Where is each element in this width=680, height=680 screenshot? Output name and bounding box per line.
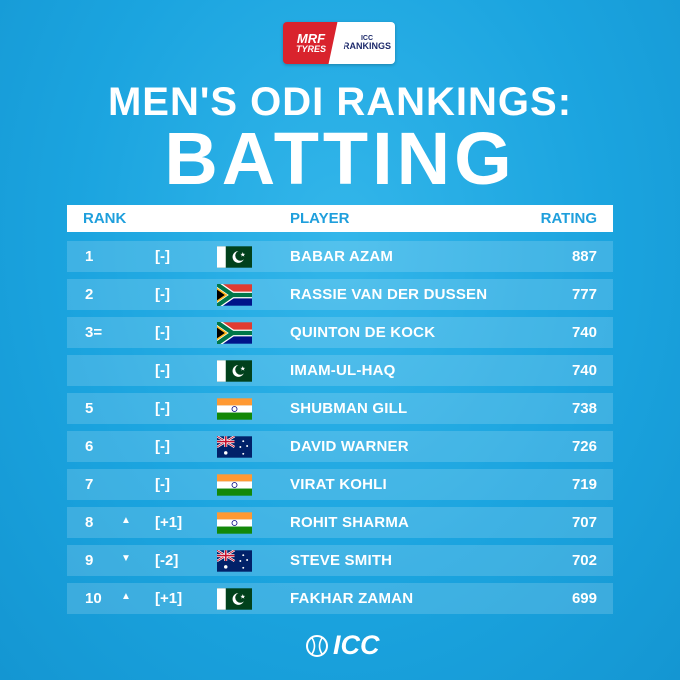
icc-small-text: ICC <box>360 35 374 42</box>
south-africa-flag-icon <box>215 281 252 309</box>
mrf-tyres-logo: MRF TYRES <box>283 22 339 64</box>
cricket-ball-icon <box>306 634 328 657</box>
player-name: BABAR AZAM <box>290 248 394 265</box>
icc-rankings-logo: ICC RANKINGS <box>339 22 395 64</box>
australia-flag-icon <box>216 435 252 458</box>
rank-value: 6 <box>85 438 94 455</box>
player-name: ROHIT SHARMA <box>290 514 410 531</box>
table-row: 10 ▲ [+1] FAKHAR ZAMAN 699 <box>67 583 613 614</box>
player-header: PLAYER <box>290 210 350 227</box>
india-flag-icon <box>217 398 252 420</box>
rankings-text: RANKINGS <box>342 41 391 51</box>
rank-value: 8 <box>85 514 94 531</box>
rank-change: [-] <box>155 324 170 341</box>
mrf-text: MRF <box>296 31 326 46</box>
india-flag-icon <box>217 512 252 534</box>
rating-value: 699 <box>571 590 597 607</box>
pakistan-flag-icon <box>217 360 252 382</box>
rating-value: 887 <box>571 248 597 265</box>
rating-value: 702 <box>571 552 597 569</box>
table-header: RANK PLAYER RATING <box>67 205 613 232</box>
rank-value: 7 <box>85 476 94 493</box>
player-name: IMAM-UL-HAQ <box>290 362 396 379</box>
rank-header: RANK <box>83 210 127 227</box>
icc-footer-logo: ICC <box>305 630 380 661</box>
player-name: DAVID WARNER <box>290 438 409 455</box>
table-row: 3= [-] QUINTON DE KOCK 740 <box>67 317 613 348</box>
rank-change: [-] <box>155 286 170 303</box>
rating-value: 719 <box>571 476 597 493</box>
table-row: 2 [-] RASSIE VAN DER DUSSEN 777 <box>67 279 613 310</box>
pakistan-flag-icon <box>217 246 252 268</box>
rank-change: [-] <box>155 438 170 455</box>
player-name: SHUBMAN GILL <box>290 400 408 417</box>
table-row: 5 [-] SHUBMAN GILL 738 <box>67 393 613 424</box>
table-row: [-] IMAM-UL-HAQ 740 <box>67 355 613 386</box>
player-name: VIRAT KOHLI <box>290 476 387 493</box>
rating-value: 707 <box>571 514 597 531</box>
page-subtitle: BATTING <box>164 117 516 200</box>
rank-value: 1 <box>85 248 94 265</box>
rank-change: [-] <box>155 248 170 265</box>
rating-value: 740 <box>571 362 597 379</box>
player-name: RASSIE VAN DER DUSSEN <box>290 286 488 303</box>
icc-logo-text: ICC <box>333 630 380 660</box>
rank-change: [+1] <box>155 590 183 607</box>
rank-value: 3= <box>85 324 103 341</box>
tyres-text: TYRES <box>295 44 326 54</box>
rank-value: 9 <box>85 552 94 569</box>
rank-value: 2 <box>85 286 94 303</box>
rank-change: [-2] <box>155 552 179 569</box>
rank-value: 10 <box>85 590 102 607</box>
rank-change: [+1] <box>155 514 183 531</box>
rating-value: 740 <box>571 324 597 341</box>
table-row: 1 [-] BABAR AZAM 887 <box>67 241 613 272</box>
table-row: 8 ▲ [+1] ROHIT SHARMA 707 <box>67 507 613 538</box>
sponsor-logo: MRF TYRES ICC RANKINGS <box>283 22 395 64</box>
rank-change: [-] <box>155 362 170 379</box>
australia-flag-icon <box>216 549 252 572</box>
pakistan-flag-icon <box>217 588 252 610</box>
up-arrow-icon: ▲ <box>121 591 131 602</box>
rating-header: RATING <box>540 210 597 227</box>
india-flag-icon <box>217 474 252 496</box>
rank-change: [-] <box>155 476 170 493</box>
up-arrow-icon: ▲ <box>121 515 131 526</box>
page-title: MEN'S ODI RANKINGS: <box>107 80 573 124</box>
player-name: QUINTON DE KOCK <box>290 324 436 341</box>
player-name: STEVE SMITH <box>290 552 393 569</box>
rating-value: 777 <box>571 286 597 303</box>
rank-value: 5 <box>85 400 94 417</box>
rating-value: 726 <box>571 438 597 455</box>
south-africa-flag-icon <box>215 319 252 347</box>
table-row: 9 ▼ [-2] STEVE SMITH 702 <box>67 545 613 576</box>
table-row: 7 [-] VIRAT KOHLI 719 <box>67 469 613 500</box>
table-row: 6 [-] DAVID WARNER 726 <box>67 431 613 462</box>
rank-change: [-] <box>155 400 170 417</box>
player-name: FAKHAR ZAMAN <box>290 590 414 607</box>
rating-value: 738 <box>571 400 597 417</box>
down-arrow-icon: ▼ <box>121 553 131 564</box>
